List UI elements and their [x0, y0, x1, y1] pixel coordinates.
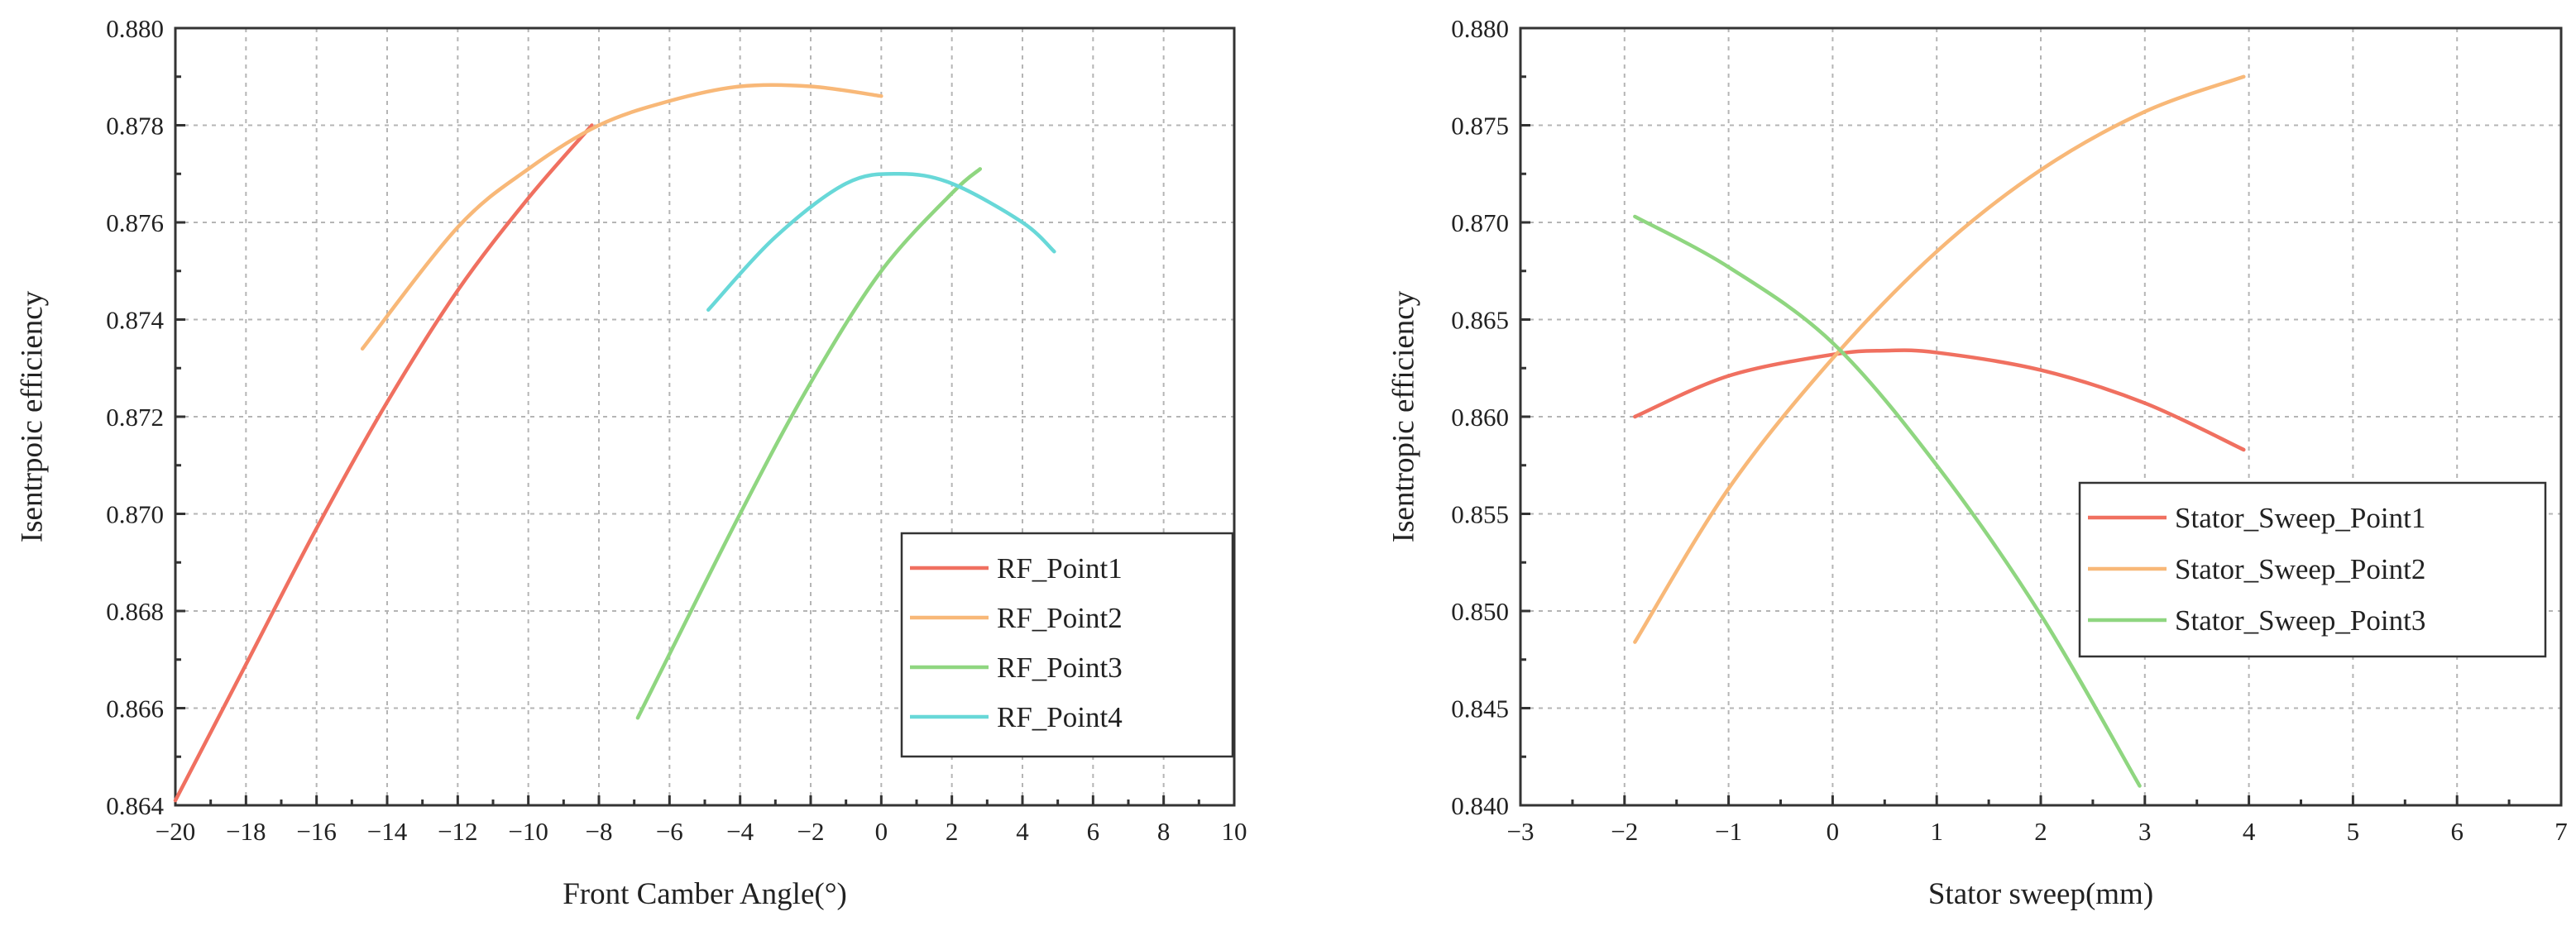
y-axis-title: Isentrpoic efficiency [15, 290, 49, 542]
x-tick-label: −6 [656, 817, 683, 846]
y-tick-label: 0.874 [106, 306, 164, 335]
y-tick-label: 0.870 [106, 500, 164, 529]
series-line-rf-point2 [360, 83, 883, 351]
legend-box [900, 532, 1234, 758]
y-tick-label: 0.850 [1451, 597, 1509, 626]
x-tick-label: 10 [1222, 817, 1247, 846]
y-tick-label: 0.864 [106, 791, 164, 820]
x-tick-label: −10 [508, 817, 548, 846]
x-axis-title: Stator sweep(mm) [1928, 877, 2153, 911]
x-tick-label: −4 [726, 817, 754, 846]
y-tick-label: 0.870 [1451, 208, 1509, 237]
y-tick-label: 0.865 [1451, 306, 1509, 335]
x-tick-label: 1 [1930, 817, 1943, 846]
legend-label: RF_Point1 [997, 552, 1123, 585]
series-line-stator-sweep-point3 [1633, 214, 2142, 788]
legend-label: RF_Point3 [997, 652, 1123, 684]
y-axis-title: Isentropic efficiency [1386, 290, 1420, 542]
y-tick-label: 0.875 [1451, 112, 1509, 141]
series-line-rf-point1 [173, 123, 594, 803]
x-tick-label: 6 [2450, 817, 2463, 846]
y-tick-label: 0.860 [1451, 403, 1509, 432]
legend-label: RF_Point2 [997, 602, 1123, 634]
x-tick-label: −16 [296, 817, 336, 846]
y-tick-label: 0.878 [106, 112, 164, 141]
y-tick-label: 0.868 [106, 597, 164, 626]
legend-label: Stator_Sweep_Point1 [2175, 502, 2425, 534]
y-tick-label: 0.840 [1451, 791, 1509, 820]
x-tick-label: 0 [1827, 817, 1840, 846]
x-tick-label: −8 [586, 817, 613, 846]
legend: RF_Point1 RF_Point2 RF_Point3 RF_Point4 [900, 532, 1234, 758]
legend-label: Stator_Sweep_Point3 [2175, 604, 2425, 637]
x-tick-label: 4 [2243, 817, 2256, 846]
legend: Stator_Sweep_Point1 Stator_Sweep_Point2 St… [2078, 481, 2547, 658]
series-line-stator-sweep-point1 [1633, 348, 2246, 452]
right-chart-panel: −3 −2 −1 0 1 2 3 4 5 6 7 0.840 0.845 0.850 0.855 0.860 0… [1386, 14, 2567, 911]
x-tick-label: −2 [1611, 817, 1638, 846]
x-tick-label: −12 [438, 817, 477, 846]
x-tick-label: −3 [1507, 817, 1535, 846]
y-tick-label: 0.880 [1451, 14, 1509, 43]
x-axis-title: Front Camber Angle(°) [563, 877, 847, 911]
y-tick-label: 0.845 [1451, 694, 1509, 723]
x-tick-label: 0 [875, 817, 888, 846]
x-tick-label: 2 [946, 817, 959, 846]
legend-label: Stator_Sweep_Point2 [2175, 553, 2425, 585]
x-tick-label: −14 [367, 817, 408, 846]
x-tick-label: −1 [1715, 817, 1742, 846]
x-tick-label: 4 [1016, 817, 1029, 846]
y-tick-label: 0.880 [106, 14, 164, 43]
series-line-rf-point3 [635, 167, 983, 720]
x-tick-label: −2 [797, 817, 825, 846]
y-tick-label: 0.876 [106, 208, 164, 237]
x-tick-label: 3 [2138, 817, 2152, 846]
left-chart-panel: −20 −18 −16 −14 −12 −10 −8 −6 −4 −2 0 2 4 6 8 100.8640.… [15, 14, 1247, 911]
legend-label: RF_Point4 [997, 701, 1123, 733]
y-tick-label: 0.872 [106, 403, 164, 432]
x-tick-label: 7 [2554, 817, 2568, 846]
x-tick-label: 6 [1087, 817, 1100, 846]
x-tick-label: 5 [2347, 817, 2360, 846]
x-tick-label: −18 [226, 817, 266, 846]
x-tick-label: 8 [1157, 817, 1171, 846]
y-tick-label: 0.855 [1451, 500, 1509, 529]
series-line-rf-point4 [706, 171, 1056, 312]
x-tick-label: 2 [2034, 817, 2047, 846]
y-tick-label: 0.866 [106, 694, 164, 723]
x-tick-label: −20 [156, 817, 195, 846]
series-line-stator-sweep-point2 [1633, 74, 2246, 644]
